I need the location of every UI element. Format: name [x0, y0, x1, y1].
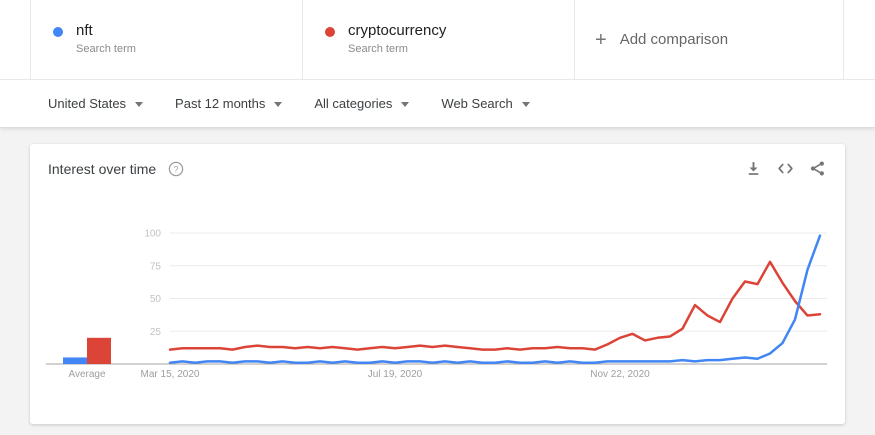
filter-time-range[interactable]: Past 12 months: [175, 96, 283, 111]
svg-text:100: 100: [144, 229, 161, 240]
filter-geo-label: United States: [48, 96, 127, 111]
page-background: Interest over time ?: [0, 128, 875, 435]
svg-text:75: 75: [150, 261, 162, 272]
svg-text:25: 25: [150, 327, 162, 338]
search-terms-bar: nft Search term cryptocurrency Search te…: [0, 0, 875, 80]
filter-time-range-label: Past 12 months: [175, 96, 266, 111]
chevron-down-icon: [274, 102, 283, 107]
plus-icon: +: [595, 28, 607, 51]
svg-text:50: 50: [150, 294, 162, 305]
chevron-down-icon: [135, 102, 144, 107]
filter-category-label: All categories: [314, 96, 393, 111]
strip-spacer: [0, 0, 30, 79]
filter-geo[interactable]: United States: [48, 96, 144, 111]
add-comparison-label: Add comparison: [619, 31, 729, 48]
download-icon[interactable]: [744, 159, 763, 178]
embed-icon[interactable]: [776, 159, 795, 178]
share-icon[interactable]: [808, 159, 827, 178]
interest-over-time-card: Interest over time ?: [30, 144, 845, 424]
svg-text:Mar 15, 2020: Mar 15, 2020: [141, 369, 200, 380]
add-comparison-button[interactable]: + Add comparison: [574, 0, 844, 79]
chevron-down-icon: [401, 102, 410, 107]
chevron-down-icon: [521, 102, 530, 107]
chart-title: Interest over time: [48, 160, 157, 177]
filter-category[interactable]: All categories: [314, 96, 410, 111]
svg-text:Jul 19, 2020: Jul 19, 2020: [368, 369, 423, 380]
filter-search-type[interactable]: Web Search: [441, 96, 530, 111]
filter-search-type-label: Web Search: [441, 96, 513, 111]
help-icon[interactable]: ?: [168, 161, 184, 177]
svg-text:?: ?: [174, 164, 179, 174]
filter-bar: United States Past 12 months All categor…: [0, 80, 875, 128]
term-label-nft: nft: [76, 22, 93, 39]
interest-over-time-chart[interactable]: 25 50 75 100 Average Mar 15, 2020 Jul 19, 2020…: [30, 144, 845, 424]
term-type-nft: Search term: [76, 43, 136, 55]
svg-text:Average: Average: [68, 369, 106, 380]
nft-series-dot: [53, 27, 63, 37]
chart-card-header: Interest over time ?: [30, 144, 845, 178]
term-type-cryptocurrency: Search term: [348, 43, 408, 55]
term-card-nft[interactable]: nft Search term: [30, 0, 302, 79]
term-label-cryptocurrency: cryptocurrency: [348, 22, 447, 39]
cryptocurrency-series-dot: [325, 27, 335, 37]
term-card-cryptocurrency[interactable]: cryptocurrency Search term: [302, 0, 574, 79]
svg-text:Nov 22, 2020: Nov 22, 2020: [590, 369, 650, 380]
